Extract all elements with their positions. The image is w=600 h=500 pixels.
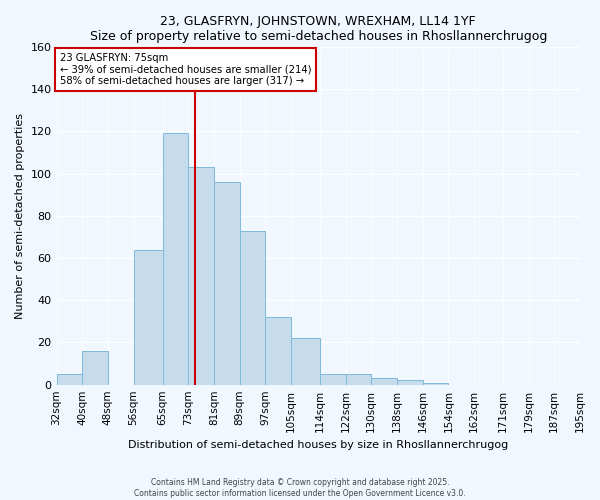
X-axis label: Distribution of semi-detached houses by size in Rhosllannerchrugog: Distribution of semi-detached houses by …	[128, 440, 508, 450]
Y-axis label: Number of semi-detached properties: Number of semi-detached properties	[15, 113, 25, 319]
Bar	[397, 380, 422, 384]
Bar	[239, 230, 265, 384]
Bar	[163, 134, 188, 384]
Bar	[346, 374, 371, 384]
Bar	[422, 382, 448, 384]
Bar	[188, 168, 214, 384]
Bar	[320, 374, 346, 384]
Text: Contains HM Land Registry data © Crown copyright and database right 2025.
Contai: Contains HM Land Registry data © Crown c…	[134, 478, 466, 498]
Bar	[134, 250, 163, 384]
Bar	[265, 317, 291, 384]
Text: 23 GLASFRYN: 75sqm
← 39% of semi-detached houses are smaller (214)
58% of semi-d: 23 GLASFRYN: 75sqm ← 39% of semi-detache…	[60, 54, 311, 86]
Bar	[56, 374, 82, 384]
Bar	[214, 182, 239, 384]
Bar	[371, 378, 397, 384]
Title: 23, GLASFRYN, JOHNSTOWN, WREXHAM, LL14 1YF
Size of property relative to semi-det: 23, GLASFRYN, JOHNSTOWN, WREXHAM, LL14 1…	[89, 15, 547, 43]
Bar	[291, 338, 320, 384]
Bar	[82, 351, 108, 384]
